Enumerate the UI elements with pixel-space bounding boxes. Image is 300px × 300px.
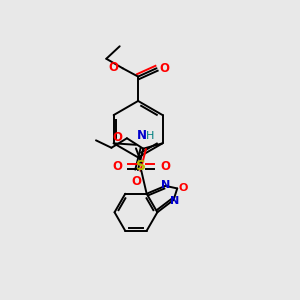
Text: O: O [132, 175, 142, 188]
Text: O: O [179, 183, 188, 194]
Text: O: O [113, 130, 123, 144]
Text: N: N [137, 129, 147, 142]
Text: O: O [160, 62, 170, 75]
Text: N: N [169, 196, 179, 206]
Text: N: N [161, 180, 171, 190]
Text: S: S [136, 159, 146, 173]
Text: O: O [160, 160, 170, 173]
Text: O: O [109, 61, 118, 74]
Text: O: O [112, 160, 122, 173]
Text: H: H [146, 131, 154, 141]
